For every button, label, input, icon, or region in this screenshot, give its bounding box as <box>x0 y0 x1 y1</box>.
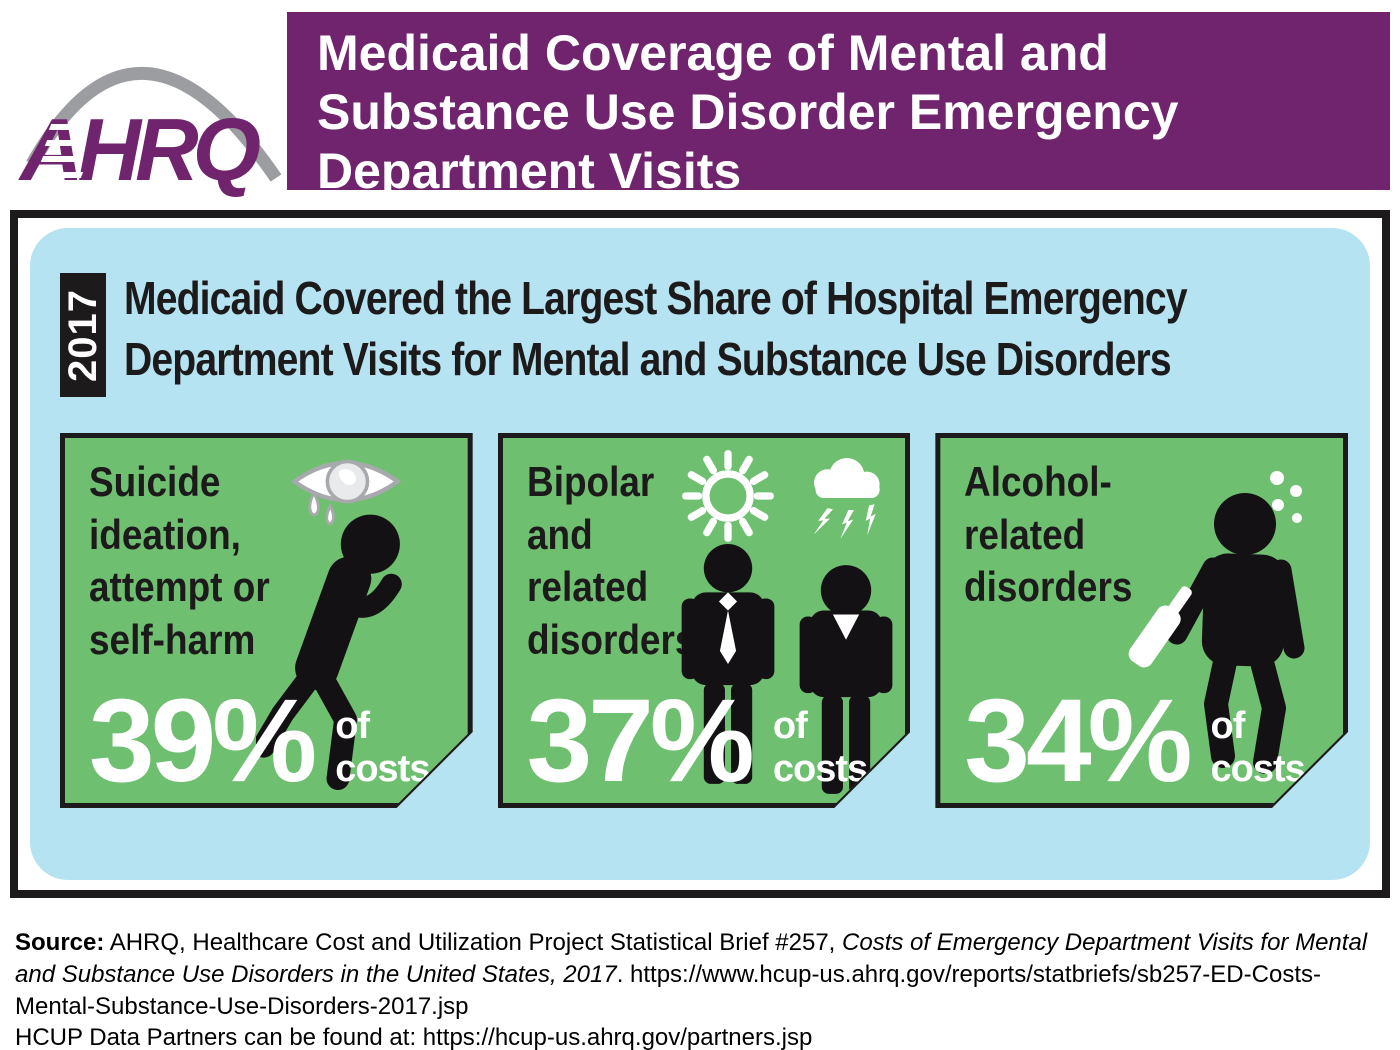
percent-suffix: of costs <box>335 705 430 790</box>
slouched-person-icon <box>795 554 897 802</box>
panel-heading: Medicaid Covered the Largest Share of Ho… <box>124 272 1188 385</box>
ahrq-logo: AHRQ <box>18 14 284 196</box>
card-label: Alcohol- related disorders <box>964 458 1133 610</box>
card-face: Suicide ideation, attempt or self-harm <box>65 438 468 803</box>
depressive-column <box>795 450 897 802</box>
logo-stripe-decoration <box>40 156 84 162</box>
percent-value: 34% <box>964 675 1189 807</box>
percent-row: 39% of costs <box>89 693 468 791</box>
percent-value: 37% <box>526 675 751 807</box>
source-text: AHRQ, Healthcare Cost and Utilization Pr… <box>104 929 843 956</box>
title-banner: Medicaid Coverage of Mental and Substanc… <box>287 12 1390 199</box>
bottle-icon <box>1125 581 1199 671</box>
logo-stripe-decoration <box>48 124 82 130</box>
card-face: Bipolar and related disorders <box>503 438 906 803</box>
stat-card-bipolar: Bipolar and related disorders <box>498 433 911 808</box>
logo-stripe-decoration <box>36 172 84 178</box>
hunched-person-icon <box>256 502 418 796</box>
logo-swoosh-arc-icon <box>26 67 282 182</box>
card-label: Suicide ideation, attempt or self-harm <box>89 458 270 663</box>
percent-row: 34% of costs <box>964 693 1343 791</box>
logo-wordmark: AHRQ <box>20 100 261 199</box>
bipolar-icon-group <box>677 450 897 802</box>
main-frame: 2017 Medicaid Covered the Largest Share … <box>10 210 1390 898</box>
year-label: 2017 <box>60 288 105 382</box>
crying-eye-icon <box>288 450 404 536</box>
stat-cards: Suicide ideation, attempt or self-harm <box>60 433 1348 808</box>
stat-card-alcohol: Alcohol- related disorders <box>935 433 1348 808</box>
page-title: Medicaid Coverage of Mental and Substanc… <box>317 25 1179 199</box>
percent-suffix: of costs <box>1210 705 1305 790</box>
person-with-tie-icon <box>677 542 779 794</box>
person-holding-bottle-icon <box>1117 464 1329 786</box>
sun-icon <box>682 450 774 542</box>
content-panel: 2017 Medicaid Covered the Largest Share … <box>30 228 1370 880</box>
bubbles-icon <box>1270 471 1302 523</box>
source-title-italic: Costs of Emergency Department Visits for… <box>15 929 1368 988</box>
card-label: Bipolar and related disorders <box>526 458 696 663</box>
source-citation: Source: AHRQ, Healthcare Cost and Utiliz… <box>15 927 1387 1023</box>
percent-suffix: of costs <box>772 705 868 790</box>
manic-column <box>677 450 779 802</box>
year-badge: 2017 <box>60 273 106 397</box>
stat-card-suicide: Suicide ideation, attempt or self-harm <box>60 433 473 808</box>
source-url: . https://www.hcup-us.ahrq.gov/reports/s… <box>15 960 1321 1020</box>
source-label: Source: <box>15 929 105 956</box>
card-face: Alcohol- related disorders <box>940 438 1343 803</box>
rain-cloud-lightning-icon <box>796 454 896 550</box>
hcup-partners-line: HCUP Data Partners can be found at: http… <box>15 1024 813 1050</box>
logo-stripe-decoration <box>44 140 84 146</box>
percent-row: 37% of costs <box>527 693 906 791</box>
percent-value: 39% <box>89 675 314 807</box>
